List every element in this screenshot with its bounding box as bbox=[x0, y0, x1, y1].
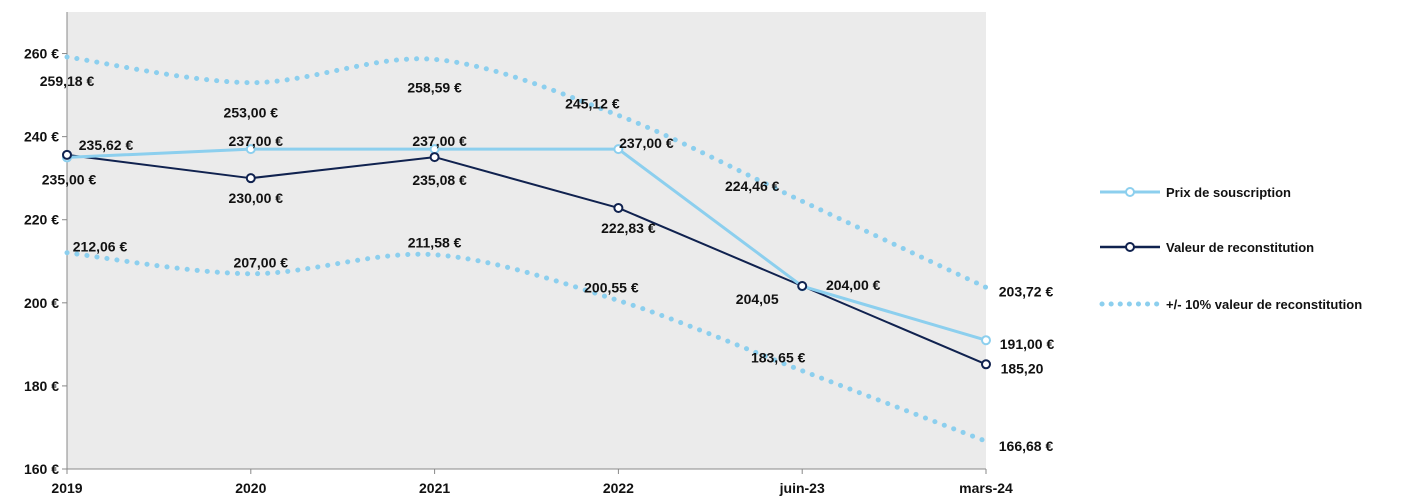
plot-background bbox=[67, 12, 986, 469]
data-point-valeur bbox=[613, 202, 624, 213]
data-label-minus10: 183,65 € bbox=[751, 350, 806, 366]
legend-marker-valeur bbox=[1125, 242, 1135, 252]
data-label-plus10: 253,00 € bbox=[224, 105, 279, 121]
y-tick-label: 180 € bbox=[24, 378, 59, 394]
data-label-valeur: 235,08 € bbox=[412, 172, 467, 188]
data-label-prix: 237,00 € bbox=[619, 135, 674, 151]
data-point-valeur bbox=[429, 152, 440, 163]
data-point-prix bbox=[981, 335, 991, 346]
data-label-prix: 191,00 € bbox=[1000, 336, 1055, 352]
data-label-prix: 204,00 € bbox=[826, 277, 881, 293]
data-label-valeur: 185,20 bbox=[1001, 360, 1044, 376]
data-label-valeur: 222,83 € bbox=[601, 220, 656, 236]
data-label-prix: 235,00 € bbox=[42, 171, 97, 187]
data-label-plus10: 203,72 € bbox=[999, 283, 1054, 299]
legend-item-valeur: Valeur de reconstitution bbox=[1100, 240, 1314, 255]
series-line-valeur bbox=[66, 153, 987, 366]
data-label-plus10: 259,18 € bbox=[40, 73, 95, 89]
data-label-minus10: 212,06 € bbox=[73, 239, 128, 255]
legend-label: Prix de souscription bbox=[1166, 185, 1291, 200]
data-label-plus10: 224,46 € bbox=[725, 178, 780, 194]
y-tick-label: 220 € bbox=[24, 212, 59, 228]
data-label-minus10: 166,68 € bbox=[999, 438, 1054, 454]
x-tick-label: juin-23 bbox=[779, 480, 825, 496]
series-line-prix bbox=[66, 147, 987, 342]
data-point-valeur bbox=[797, 280, 808, 291]
data-label-plus10: 245,12 € bbox=[565, 95, 620, 111]
data-label-plus10: 258,59 € bbox=[407, 79, 462, 95]
x-tick-label: 2019 bbox=[51, 480, 82, 496]
data-point-valeur bbox=[245, 173, 256, 184]
data-point-prix bbox=[245, 144, 256, 155]
legend-marker-prix bbox=[1125, 187, 1135, 197]
x-tick-label: 2020 bbox=[235, 480, 266, 496]
y-tick-label: 260 € bbox=[24, 46, 59, 62]
data-label-minus10: 211,58 € bbox=[408, 235, 462, 251]
legend: Prix de souscription Valeur de reconstitu… bbox=[1099, 185, 1362, 312]
y-tick-label: 160 € bbox=[24, 461, 59, 477]
data-point-prix bbox=[613, 144, 624, 155]
axes: 160 € 180 € 200 € 220 € 240 € 260 € 2019 2020 20… bbox=[24, 12, 1013, 496]
data-label-minus10: 207,00 € bbox=[234, 255, 289, 271]
data-label-prix: 237,00 € bbox=[229, 133, 284, 149]
x-tick-label: mars-24 bbox=[959, 480, 1013, 496]
series-lines bbox=[62, 54, 991, 444]
legend-label: Valeur de reconstitution bbox=[1166, 240, 1314, 255]
y-tick-label: 200 € bbox=[24, 295, 59, 311]
data-label-valeur: 230,00 € bbox=[229, 190, 284, 206]
x-tick-label: 2021 bbox=[419, 480, 450, 496]
data-point-valeur bbox=[62, 149, 72, 160]
data-labels: 235,00 € 237,00 € 237,00 € 237,00 € 204,00 €… bbox=[40, 73, 1055, 454]
data-label-valeur: 204,05 bbox=[736, 291, 779, 307]
series-line-minus10 bbox=[64, 250, 989, 444]
plot-area bbox=[67, 12, 986, 469]
legend-label: +/- 10% valeur de reconstitution bbox=[1166, 297, 1362, 312]
data-point-valeur bbox=[981, 359, 991, 370]
y-tick-label: 240 € bbox=[24, 129, 59, 145]
data-label-minus10: 200,55 € bbox=[584, 280, 639, 296]
legend-item-prix: Prix de souscription bbox=[1100, 185, 1291, 200]
legend-item-plus10: +/- 10% valeur de reconstitution bbox=[1099, 297, 1362, 312]
data-label-valeur: 235,62 € bbox=[79, 137, 134, 153]
x-tick-label: 2022 bbox=[603, 480, 634, 496]
data-label-prix: 237,00 € bbox=[412, 133, 467, 149]
series-line-plus10 bbox=[64, 54, 989, 290]
